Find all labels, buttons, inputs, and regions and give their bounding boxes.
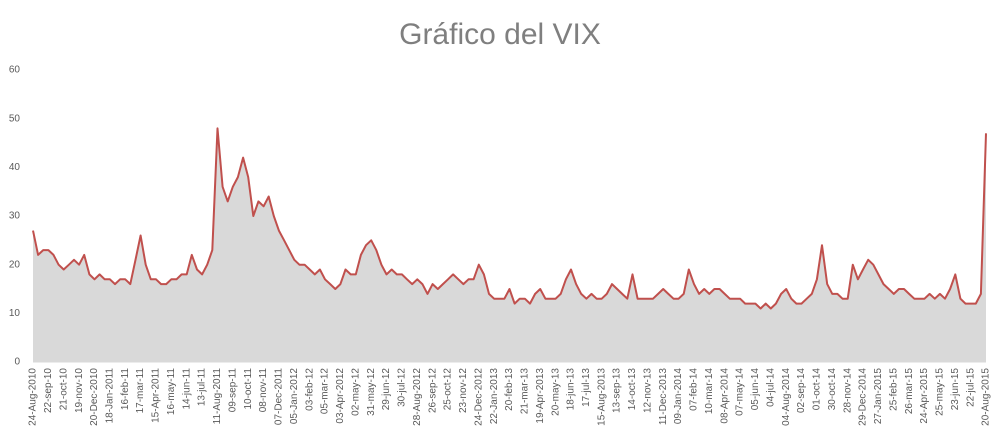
x-tick-label: 21-mar-13: [520, 368, 531, 415]
x-tick-label: 21-oct-10: [58, 368, 69, 411]
x-tick-label: 07-Dec-2011: [274, 368, 285, 426]
y-tick-label: 40: [9, 162, 21, 173]
x-tick-label: 07-feb-14: [689, 368, 700, 411]
x-tick-label: 26-sep-12: [427, 368, 438, 413]
x-tick-label: 08-Apr-2014: [719, 368, 730, 424]
y-tick-label: 60: [9, 65, 21, 76]
x-tick-label: 20-Dec-2010: [89, 368, 100, 426]
x-tick-label: 04-Aug-2014: [781, 368, 792, 426]
x-tick-label: 18-jun-13: [566, 368, 577, 411]
line: [32, 127, 987, 310]
x-tick-label: 20-feb-13: [504, 368, 515, 411]
x-tick-label: 12-nov-13: [642, 368, 653, 413]
x-tick-label: 08-nov-11: [258, 368, 269, 413]
x-tick-label: 24-Apr-2015: [919, 368, 930, 424]
x-tick-label: 17-jul-13: [581, 368, 592, 407]
x-tick-label: 13-jul-11: [197, 368, 208, 407]
x-tick-label: 23-jun-15: [950, 368, 961, 411]
x-tick-label: 03-feb-12: [304, 368, 315, 411]
x-tick-label: 25-feb-15: [888, 368, 899, 411]
x-tick-label: 20-may-13: [550, 368, 561, 416]
x-tick-label: 11-Dec-2013: [658, 368, 669, 426]
x-tick-label: 18-Jan-2011: [104, 368, 115, 424]
x-tick-label: 19-Apr-2013: [535, 368, 546, 424]
x-tick-label: 23-nov-12: [458, 368, 469, 413]
chart-title: Gráfico del VIX: [399, 18, 601, 51]
x-tick-label: 10-mar-14: [704, 368, 715, 415]
x-tick-label: 22-jul-15: [965, 368, 976, 407]
x-tick-label: 29-Dec-2014: [858, 368, 869, 426]
x-tick-label: 30-jul-12: [397, 368, 408, 407]
x-tick-label: 26-mar-15: [904, 368, 915, 415]
x-tick-label: 27-Jan-2015: [873, 368, 884, 425]
x-tick-label: 09-sep-11: [227, 368, 238, 413]
x-tick-label: 25-may-15: [935, 368, 946, 416]
area: [33, 128, 986, 362]
x-tick-label: 28-Aug-2012: [412, 368, 423, 426]
x-tick-label: 14-oct-13: [627, 368, 638, 411]
x-tick-label: 07-may-14: [735, 368, 746, 416]
x-tick-label: 22-sep-10: [43, 368, 54, 413]
y-tick-label: 50: [9, 113, 21, 124]
x-tick-label: 05-jun-14: [750, 368, 761, 411]
x-tick-label: 13-sep-13: [612, 368, 623, 413]
x-tick-label: 16-may-11: [166, 368, 177, 415]
x-tick-label: 15-Apr-2011: [151, 368, 162, 423]
x-tick-label: 22-Jan-2013: [489, 368, 500, 425]
x-tick-label: 16-feb-11: [120, 368, 131, 411]
x-tick-label: 19-nov-10: [74, 368, 85, 413]
x-tick-label: 01-oct-14: [812, 368, 823, 411]
x-tick-label: 05-Jan-2012: [289, 368, 300, 425]
x-tick-label: 31-may-12: [366, 368, 377, 416]
x-tick-label: 24-Aug-2010: [28, 368, 39, 426]
x-tick-label: 20-Aug-2015: [981, 368, 992, 426]
x-tick-label: 03-Apr-2012: [335, 368, 346, 424]
x-tick-label: 02-may-12: [350, 368, 361, 416]
y-tick-label: 20: [9, 259, 21, 270]
x-tick-label: 04-jul-14: [765, 368, 776, 407]
x-tick-label: 30-oct-14: [827, 368, 838, 411]
x-tick-label: 11-Aug-2011: [212, 368, 223, 425]
y-tick-label: 0: [14, 357, 20, 368]
x-tick-label: 17-mar-11: [135, 368, 146, 414]
x-tick-label: 25-oct-12: [443, 368, 454, 411]
x-tick-label: 05-mar-12: [320, 368, 331, 415]
y-tick-label: 30: [9, 211, 21, 222]
x-tick-label: 24-Dec-2012: [473, 368, 484, 426]
x-tick-label: 14-jun-11: [181, 368, 192, 410]
x-tick-label: 09-Jan-2014: [673, 368, 684, 425]
x-tick-label: 02-sep-14: [796, 368, 807, 413]
x-tick-label: 28-nov-14: [842, 368, 853, 413]
x-tick-label: 10-oct-11: [243, 368, 254, 410]
x-tick-label: 29-jun-12: [381, 368, 392, 411]
x-tick-label: 15-Aug-2013: [596, 368, 607, 426]
y-tick-label: 10: [9, 308, 21, 319]
